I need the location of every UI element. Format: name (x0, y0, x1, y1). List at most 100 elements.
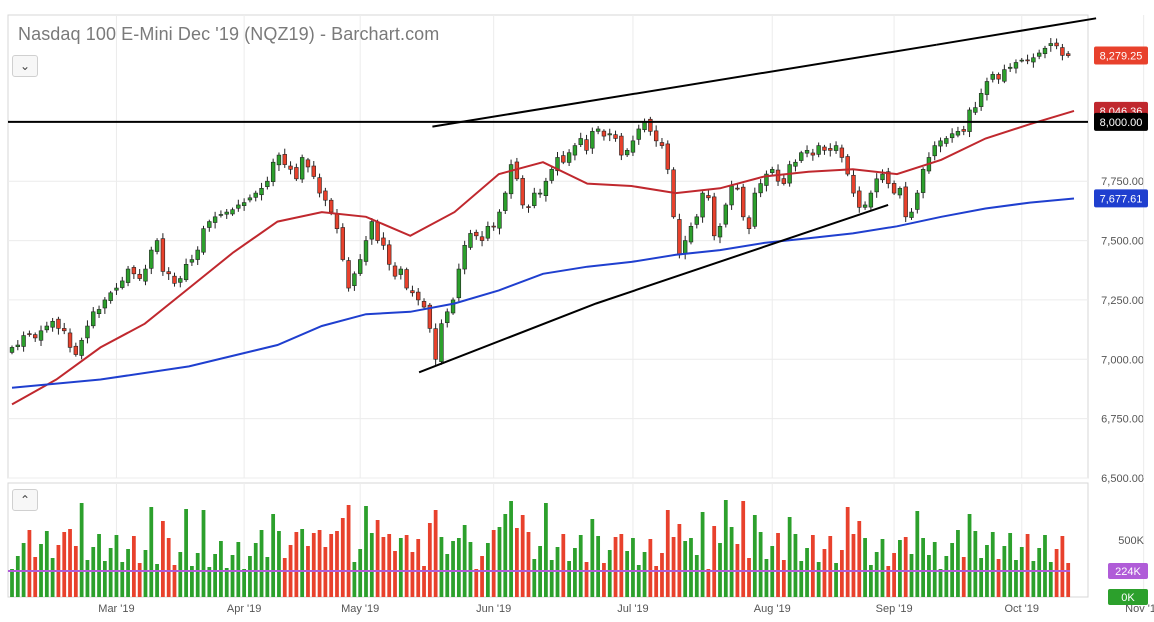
volume-bar (474, 569, 479, 597)
chevron-up-icon[interactable]: ⌃ (12, 489, 38, 511)
volume-bar (1014, 560, 1018, 597)
volume-bar (155, 564, 159, 597)
candle-body (172, 275, 177, 284)
volume-bar (689, 538, 693, 597)
volume-bar (932, 542, 937, 597)
candle-body (456, 268, 462, 299)
volume-bar (282, 558, 287, 597)
candle-body (659, 142, 665, 146)
candle-body (746, 217, 752, 229)
y-tick-label: 7,750.00 (1101, 176, 1144, 188)
volume-bar (62, 532, 67, 597)
candle-body (450, 299, 456, 314)
volume-bar (781, 560, 786, 597)
candle-body (323, 190, 328, 201)
volume-bar (927, 555, 931, 597)
volume-bar (462, 525, 467, 597)
volume-bar (44, 531, 49, 597)
candle-body (984, 81, 990, 95)
candle-body (665, 143, 670, 170)
volume-bar (236, 542, 241, 597)
candle-body (375, 221, 380, 241)
volume-bar (172, 565, 177, 597)
volume-bar (602, 563, 606, 597)
volume-bar (317, 530, 322, 597)
candle-body (410, 290, 415, 294)
candle-body (828, 148, 833, 151)
volume-bar (700, 512, 705, 597)
volume-bar (526, 532, 531, 597)
candle-body (996, 74, 1001, 80)
volume-bar (27, 530, 32, 597)
candle-body (224, 211, 229, 215)
volume-bar (613, 537, 618, 597)
volume-bar (294, 532, 299, 597)
volume-bar (956, 530, 960, 597)
volume-bar (764, 559, 769, 597)
candle-body (1013, 62, 1019, 69)
candle-body (102, 299, 108, 309)
candle-body (694, 216, 699, 225)
volume-bar (834, 563, 838, 597)
candle-body (468, 233, 473, 248)
candle-body (474, 231, 479, 237)
volume-bar (1043, 535, 1047, 597)
candle-body (491, 225, 496, 228)
candle-body (1007, 66, 1013, 69)
volume-bar (398, 538, 403, 597)
candle-body (212, 216, 218, 223)
volume-bar (369, 533, 374, 597)
candle-body (886, 171, 891, 184)
candle-body (270, 161, 276, 182)
candle-body (96, 309, 102, 314)
candle-body (178, 278, 183, 283)
volume-bar (184, 509, 188, 597)
volume-bar (857, 521, 862, 597)
volume-bar (723, 500, 728, 597)
volume-bar (561, 534, 566, 597)
volume-bar (178, 552, 183, 597)
volume-bar (15, 556, 20, 597)
candle-body (50, 320, 55, 328)
candle-body (195, 249, 200, 260)
volume-bar (996, 559, 1001, 597)
volume-bar (160, 521, 165, 597)
volume-bar (126, 549, 130, 597)
candle-body (909, 211, 914, 218)
volume-bar (903, 537, 908, 597)
volume-bar (573, 548, 577, 597)
candle-body (648, 118, 653, 132)
volume-bar (219, 541, 223, 597)
candle-body (735, 187, 740, 190)
volume-bar (404, 535, 409, 597)
candle-body (1042, 47, 1048, 55)
candle-body (967, 109, 972, 132)
candle-body (723, 204, 728, 225)
volume-bar (921, 538, 926, 597)
volume-bar (799, 561, 804, 597)
price-plot-area (7, 14, 1089, 479)
volume-bar (584, 562, 589, 597)
candle-body (717, 226, 723, 238)
chevron-down-icon[interactable]: ⌄ (12, 55, 38, 77)
candle-body (915, 192, 920, 210)
x-tick-label: Apr '19 (227, 603, 262, 615)
candle-body (799, 152, 804, 161)
candle-body (677, 219, 682, 256)
volume-bar (805, 548, 809, 597)
volume-bar (839, 550, 844, 597)
volume-bar (120, 562, 125, 597)
candle-body (688, 226, 694, 243)
candle-body (566, 152, 572, 163)
candle-body (445, 311, 450, 324)
volume-bar (335, 531, 339, 597)
candle-body (387, 244, 392, 265)
y-tick-label: 6,750.00 (1101, 414, 1144, 426)
volume-bar (578, 535, 583, 597)
volume-bar (1031, 561, 1036, 597)
candle-body (613, 134, 618, 139)
candle-body (334, 213, 340, 229)
volume-bar (265, 557, 270, 597)
price-tag-label-ma200: 7,677.61 (1100, 193, 1143, 205)
